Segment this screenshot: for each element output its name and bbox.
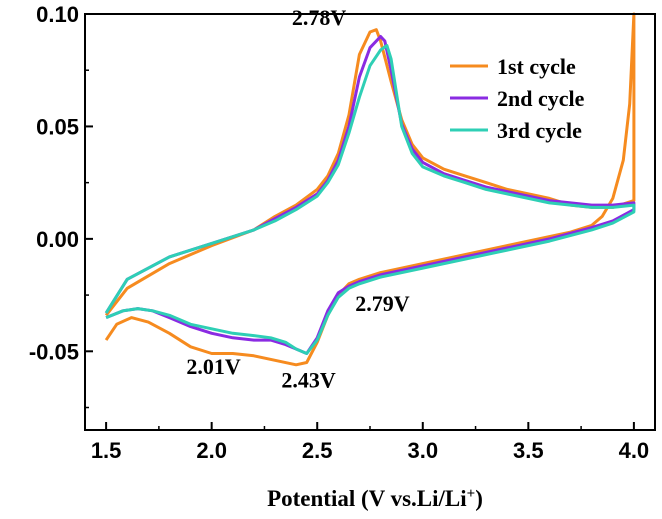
y-tick-label: 0.00	[36, 227, 79, 252]
peak-annotation: 2.43V	[281, 367, 336, 392]
series-layer	[104, 12, 636, 367]
series-line-1	[104, 12, 636, 367]
legend-label: 3rd cycle	[497, 118, 582, 143]
y-tick-label: -0.05	[29, 339, 79, 364]
x-tick-label: 4.0	[619, 438, 650, 463]
x-axis-title-main: Potential (V vs.Li/Li	[267, 486, 467, 511]
peak-annotation: 2.79V	[355, 291, 410, 316]
x-axis-title-suffix: )	[475, 486, 483, 511]
peak-annotation: 2.78V	[292, 5, 347, 30]
annotations-layer: 2.78V 2.79V 2.01V 2.43V	[186, 5, 409, 392]
x-tick-label: 3.0	[407, 438, 438, 463]
x-tick-label: 1.5	[91, 438, 122, 463]
legend: 1st cycle 2nd cycle 3rd cycle	[450, 54, 585, 143]
ticks-layer: 1.5 2.0 2.5 3.0 3.5 4.0 -0.05 0.00 0.05 0.10	[29, 2, 649, 463]
y-tick-label: 0.05	[36, 114, 79, 139]
series-line-3	[104, 44, 636, 355]
peak-annotation: 2.01V	[186, 354, 241, 379]
x-tick-label: 2.5	[302, 438, 333, 463]
y-tick-label: 0.10	[36, 2, 79, 27]
legend-label: 2nd cycle	[497, 86, 585, 111]
x-tick-label: 3.5	[513, 438, 544, 463]
x-axis-title: Potential (V vs.Li/Li+)	[267, 486, 483, 511]
legend-label: 1st cycle	[497, 54, 576, 79]
x-tick-label: 2.0	[196, 438, 227, 463]
x-axis-title-sup: +	[467, 486, 476, 502]
